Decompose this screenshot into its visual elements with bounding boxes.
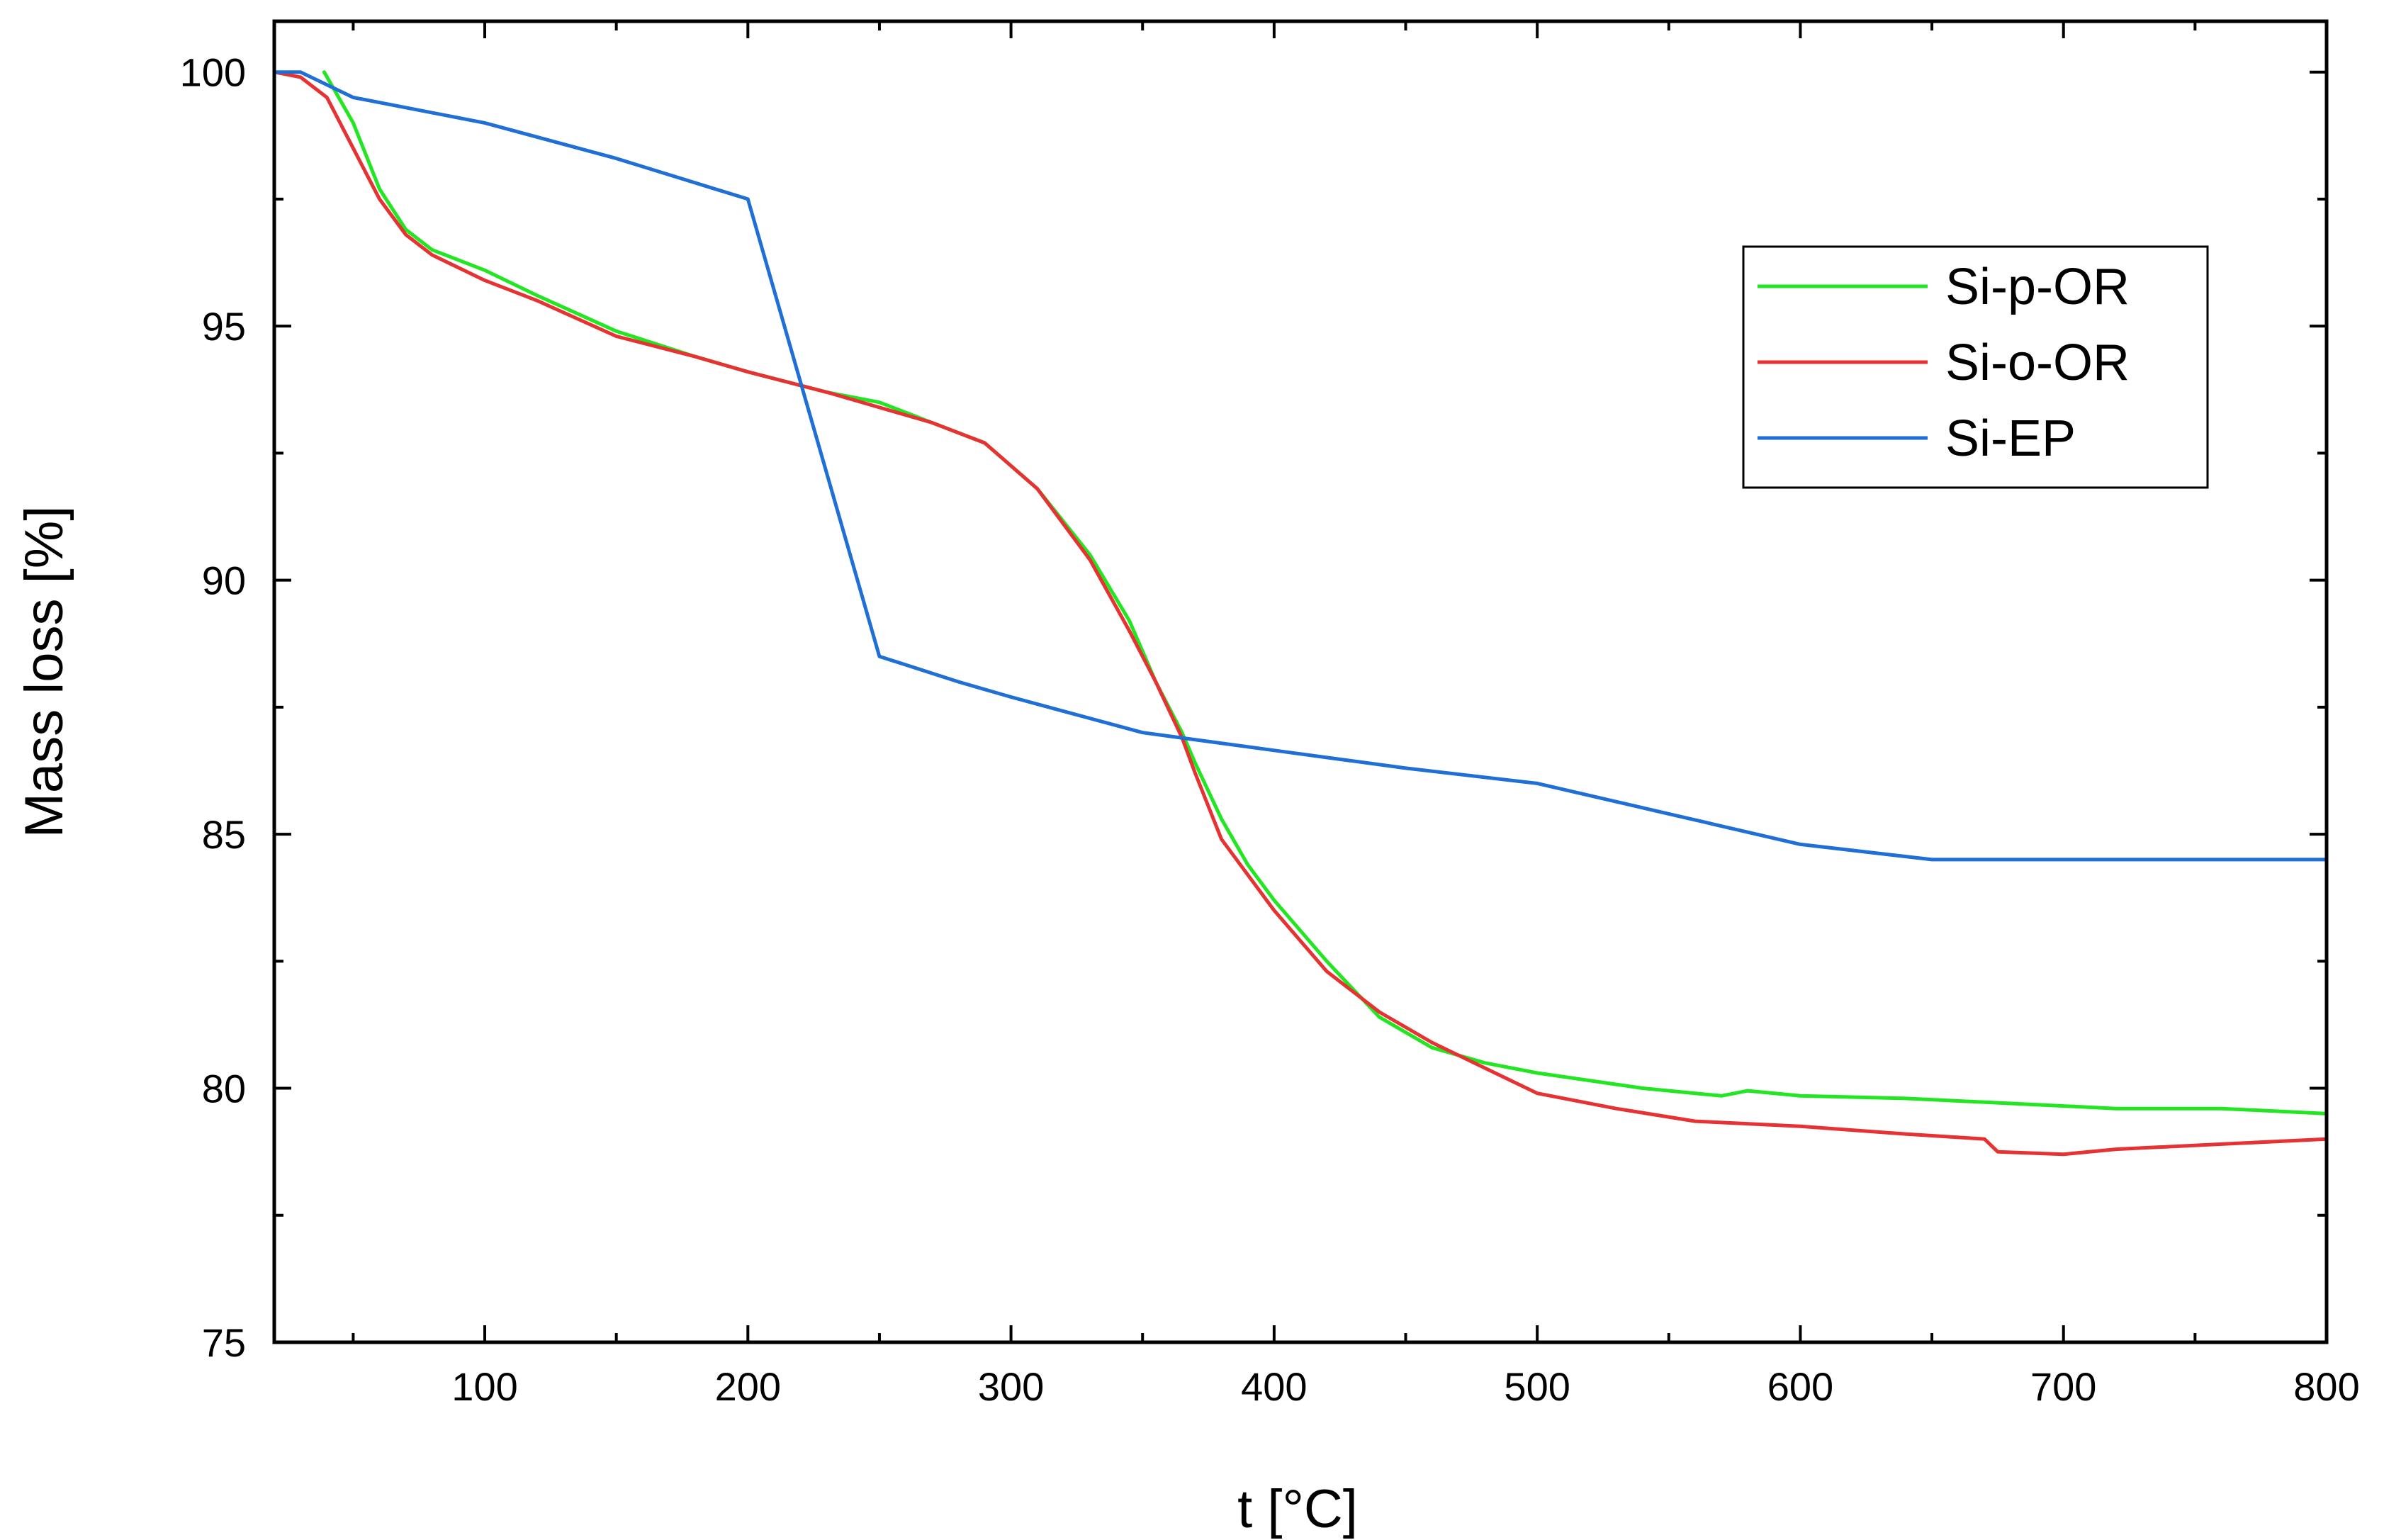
- series-line-si-ep: [272, 70, 2329, 862]
- x-axis-ticks: [352, 21, 2328, 1342]
- y-tick-label: 95: [202, 304, 246, 349]
- y-tick-label: 100: [180, 50, 246, 95]
- x-tick-label: 200: [715, 1364, 781, 1409]
- x-tick-label: 400: [1241, 1364, 1307, 1409]
- legend: Si-p-OR Si-o-OR Si-EP: [1742, 245, 2209, 489]
- y-axis-tick-labels: 75 80 85 90 95 100: [180, 50, 246, 1365]
- y-tick-label: 75: [202, 1320, 246, 1365]
- legend-label: Si-o-OR: [1945, 335, 2130, 391]
- x-tick-label: 500: [1504, 1364, 1570, 1409]
- legend-label: Si-EP: [1945, 410, 2076, 467]
- x-tick-label: 300: [978, 1364, 1044, 1409]
- x-tick-label: 800: [2293, 1364, 2359, 1409]
- series-line-si-p-or: [322, 70, 2329, 1115]
- x-axis-title: t [°C]: [1237, 1479, 1358, 1539]
- legend-label: Si-p-OR: [1945, 259, 2130, 315]
- x-tick-label: 700: [2030, 1364, 2096, 1409]
- x-tick-label: 100: [451, 1364, 517, 1409]
- series-line-si-o-or: [272, 70, 2329, 1157]
- plot-frame: [272, 19, 2329, 1344]
- series-layer: [272, 70, 2329, 1157]
- y-tick-label: 85: [202, 812, 246, 857]
- y-tick-label: 90: [202, 558, 246, 603]
- y-tick-label: 80: [202, 1067, 246, 1111]
- y-axis-title: Mass loss [%]: [14, 506, 74, 838]
- x-tick-label: 600: [1767, 1364, 1833, 1409]
- x-axis-tick-labels: 100 200 300 400 500 600 700 800: [451, 1364, 2359, 1409]
